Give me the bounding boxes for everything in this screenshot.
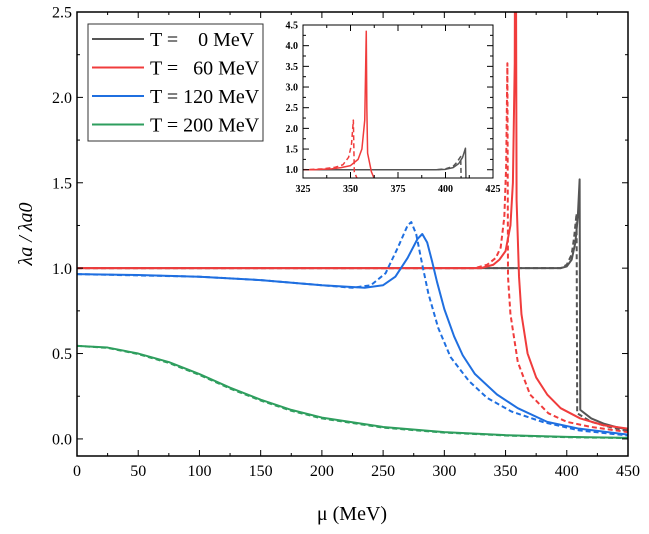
main-series-60-dashed — [77, 62, 628, 434]
y-axis-label: λa / λa0 — [15, 203, 37, 267]
main-x-tick-label: 300 — [432, 463, 456, 480]
main-x-tick-label: 400 — [555, 463, 579, 480]
main-x-tick-label: 350 — [494, 463, 518, 480]
inset-y-tick-label: 3.0 — [286, 83, 299, 94]
main-series-0-solid — [77, 178, 628, 431]
main-y-tick-label: 1.0 — [52, 261, 72, 278]
inset-series-60-dashed — [303, 119, 358, 178]
inset-y-tick-label: 4.5 — [286, 21, 299, 32]
x-axis-label: μ (MeV) — [317, 503, 387, 525]
inset-series-0-dashed — [303, 155, 462, 178]
main-x-tick-label: 250 — [371, 463, 395, 480]
main-y-tick-label: 2.0 — [52, 90, 72, 107]
inset-series-0-solid — [303, 147, 467, 178]
main-x-tick-label: 0 — [73, 463, 81, 480]
main-x-tick-label: 200 — [310, 463, 334, 480]
main-x-tick-label: 100 — [187, 463, 211, 480]
inset-x-tick-label: 375 — [391, 184, 406, 195]
main-plot-lines — [77, 12, 628, 440]
inset-y-tick-label: 1.5 — [286, 145, 299, 156]
main-series-200-dashed — [77, 344, 628, 440]
main-series-120-solid — [77, 233, 628, 436]
main-y-tick-label: 2.5 — [52, 5, 72, 22]
legend: T = 0 MeV T = 60 MeV T = 120 MeV T = 200 Me… — [87, 23, 264, 142]
inset-y-tick-label: 1.0 — [286, 165, 299, 176]
main-y-tick-label: 0.5 — [52, 346, 72, 363]
main-x-tick-label: 150 — [249, 463, 273, 480]
inset-axes: 325 350 375 400 425 1.0 1.5 2.0 2.5 3.0 3.5 4.0 4.5 — [286, 21, 501, 196]
inset-plot-lines — [303, 30, 467, 178]
legend-label: T = 0 MeV — [150, 29, 255, 51]
inset-x-tick-label: 350 — [343, 184, 358, 195]
main-x-tick-label: 450 — [616, 463, 640, 480]
main-y-tick-label: 1.5 — [52, 175, 72, 192]
main-x-tick-label: 50 — [130, 463, 146, 480]
inset-x-tick-label: 425 — [486, 184, 501, 195]
inset-x-tick-label: 400 — [438, 184, 453, 195]
main-axes: 0 50 100 150 200 250 300 350 400 450 0.0 0.5 1.0 1.5 2… — [52, 5, 640, 480]
legend-label: T = 200 MeV — [150, 115, 260, 137]
inset: 325 350 375 400 425 1.0 1.5 2.0 2.5 3.0 3.5 4.0 4.5 — [286, 21, 501, 196]
legend-label: T = 120 MeV — [150, 86, 260, 108]
main-series-0-dashed — [77, 212, 628, 433]
main-series-60-solid — [77, 12, 628, 430]
inset-series-60-solid — [303, 30, 375, 178]
inset-y-tick-label: 2.0 — [286, 124, 299, 135]
inset-y-tick-label: 2.5 — [286, 103, 299, 114]
legend-label: T = 60 MeV — [150, 58, 260, 80]
main-series-120-dashed — [77, 221, 628, 437]
inset-y-tick-label: 3.5 — [286, 62, 299, 73]
main-y-tick-label: 0.0 — [52, 432, 72, 449]
inset-y-tick-label: 4.0 — [286, 41, 299, 52]
inset-x-tick-label: 325 — [296, 184, 311, 195]
